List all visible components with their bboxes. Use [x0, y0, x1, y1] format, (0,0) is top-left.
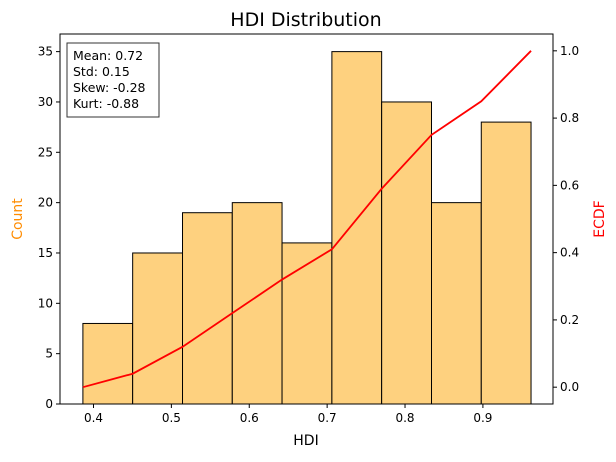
- y-tick-label: 25: [38, 145, 53, 159]
- x-axis: 0.4 0.5 0.6 0.7 0.8 0.9: [84, 404, 492, 425]
- y-tick-label: 30: [38, 95, 53, 109]
- x-tick-label: 0.4: [84, 411, 103, 425]
- y-tick-label: 0: [45, 397, 53, 411]
- y2-tick-label: 0.8: [560, 111, 579, 125]
- y-tick-label: 35: [38, 45, 53, 59]
- bars-group: [82, 51, 532, 405]
- y-tick-label: 15: [38, 246, 53, 260]
- y2-tick-label: 0.2: [560, 313, 579, 327]
- x-tick-label: 0.5: [162, 411, 181, 425]
- histogram-bar: [381, 101, 433, 405]
- x-tick-label: 0.9: [473, 411, 492, 425]
- stats-std: Std: 0.15: [73, 64, 130, 79]
- stats-mean: Mean: 0.72: [73, 48, 143, 63]
- x-tick-label: 0.8: [395, 411, 414, 425]
- y-tick-label: 10: [38, 296, 53, 310]
- ecdf-group: [82, 50, 532, 389]
- y-axis-label: Count: [10, 198, 26, 240]
- histogram-bar: [182, 212, 233, 405]
- stats-skew: Skew: -0.28: [73, 80, 146, 95]
- stats-box: Mean: 0.72 Std: 0.15 Skew: -0.28 Kurt: -…: [66, 42, 160, 118]
- ecdf-line: [82, 50, 532, 389]
- histogram-bar: [132, 252, 184, 405]
- y2-tick-label: 0.4: [560, 246, 579, 260]
- y-tick-label: 5: [45, 347, 53, 361]
- x-tick-label: 0.6: [240, 411, 259, 425]
- histogram-bar: [281, 242, 333, 405]
- y2-axis-label: ECDF: [592, 200, 608, 237]
- plot-frame: [59, 33, 554, 405]
- y2-tick-label: 1.0: [560, 44, 579, 58]
- x-axis-label: HDI: [293, 433, 318, 449]
- y-tick-label: 20: [38, 196, 53, 210]
- histogram-bar: [480, 121, 532, 405]
- histogram-bar: [231, 202, 283, 405]
- stats-kurt: Kurt: -0.88: [73, 96, 139, 111]
- y2-axis: 0.0 0.2 0.4 0.6 0.8 1.0: [553, 44, 579, 394]
- histogram-bar: [431, 202, 482, 405]
- y2-tick-label: 0.0: [560, 380, 579, 394]
- histogram-bar: [82, 322, 134, 405]
- histogram-bar: [331, 51, 383, 405]
- x-tick-label: 0.7: [318, 411, 337, 425]
- chart-title: HDI Distribution: [230, 9, 381, 31]
- y-axis: 0 5 10 15 20 25 30 35: [38, 45, 60, 411]
- y2-tick-label: 0.6: [560, 178, 579, 192]
